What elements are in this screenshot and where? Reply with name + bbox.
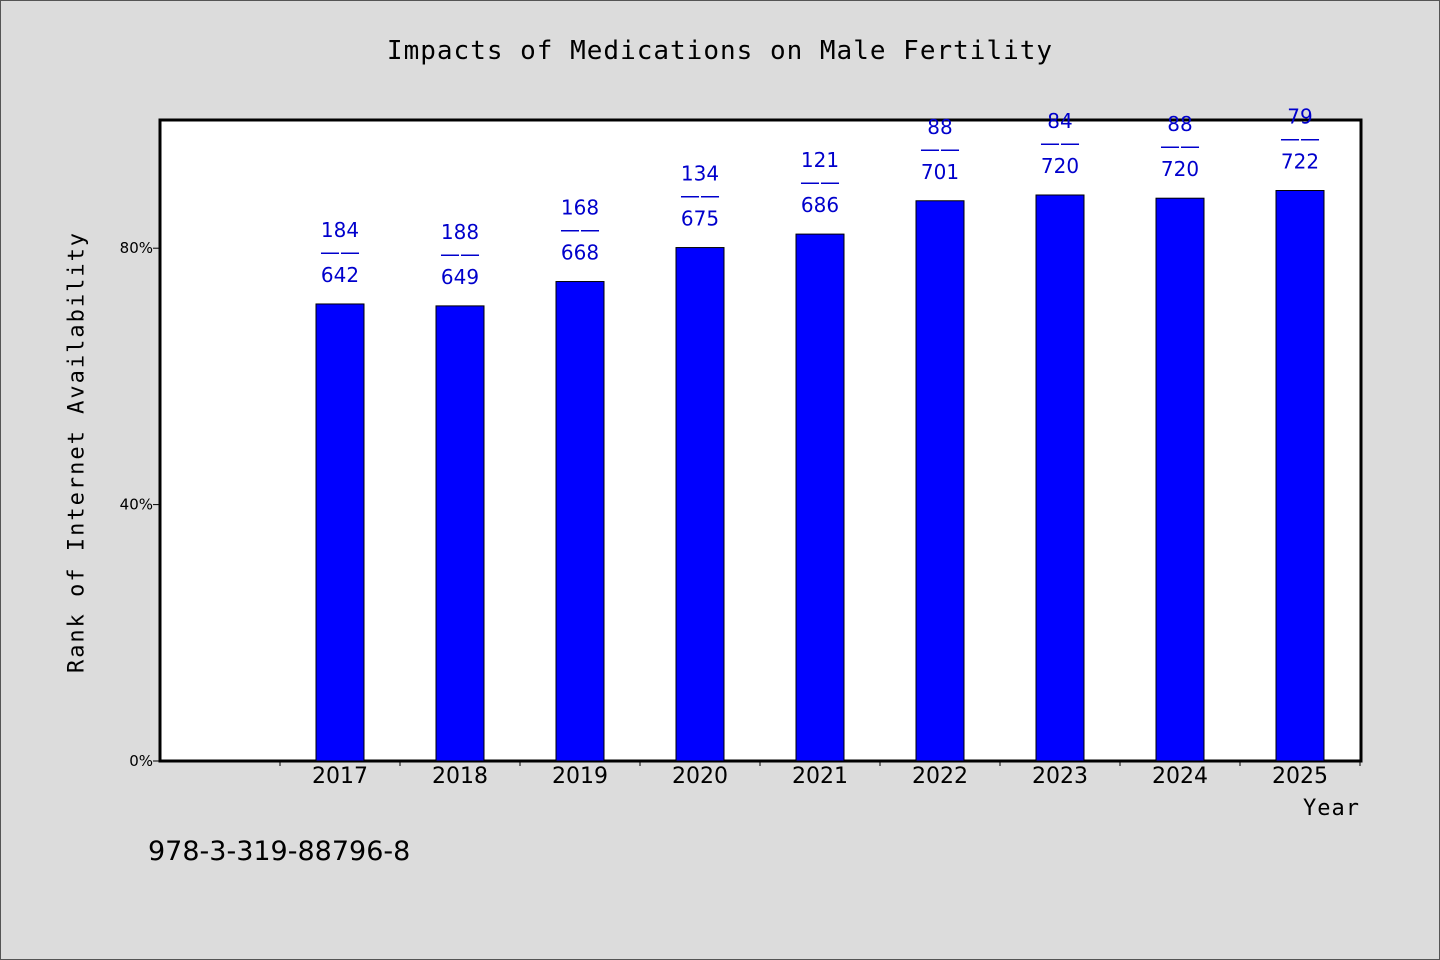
data-label-numerator-2017: 184 <box>321 218 359 242</box>
axis-ticks: 0% 40% 80% 2017 2018 2019 2020 2021 2022 2023 2024… <box>120 239 1361 789</box>
data-label-denominator-2018: 649 <box>441 265 479 289</box>
data-label-numerator-2021: 121 <box>801 148 839 172</box>
data-labels: 184——642188——649168——668134——675121——686… <box>320 105 1320 289</box>
data-label-separator-2025: —— <box>1280 127 1320 151</box>
x-tick-label-2023: 2023 <box>1032 764 1088 789</box>
bar-2025 <box>1275 190 1325 762</box>
x-axis-label: Year <box>1303 796 1360 821</box>
bar-2024 <box>1155 197 1205 762</box>
x-tick-label-2018: 2018 <box>432 764 488 789</box>
y-tick-label-2: 80% <box>120 239 153 257</box>
data-label-denominator-2017: 642 <box>321 263 359 287</box>
data-label-numerator-2019: 168 <box>561 196 599 220</box>
data-label-denominator-2019: 668 <box>561 241 599 265</box>
data-label-separator-2024: —— <box>1160 134 1200 158</box>
data-label-separator-2017: —— <box>320 240 360 264</box>
data-label-denominator-2020: 675 <box>681 207 719 231</box>
data-label-numerator-2020: 134 <box>681 162 719 186</box>
bars <box>315 190 1325 762</box>
bar-2020 <box>675 247 725 762</box>
data-label-denominator-2021: 686 <box>801 193 839 217</box>
x-tick-label-2019: 2019 <box>552 764 608 789</box>
x-tick-label-2024: 2024 <box>1152 764 1208 789</box>
data-label-denominator-2022: 701 <box>921 160 959 184</box>
bar-2023 <box>1035 194 1085 762</box>
data-label-denominator-2025: 722 <box>1281 150 1319 174</box>
data-label-numerator-2025: 79 <box>1287 105 1312 129</box>
chart-title: Impacts of Medications on Male Fertility <box>386 36 1054 66</box>
bar-2022 <box>915 200 965 762</box>
bar-2018 <box>435 305 485 762</box>
data-label-separator-2020: —— <box>680 184 720 208</box>
data-label-numerator-2022: 88 <box>927 115 952 139</box>
x-tick-label-2020: 2020 <box>672 764 728 789</box>
y-tick-label-1: 40% <box>120 496 153 514</box>
data-label-denominator-2023: 720 <box>1041 154 1079 178</box>
bar-2021 <box>795 233 845 762</box>
x-tick-label-2025: 2025 <box>1272 764 1328 789</box>
data-label-numerator-2024: 88 <box>1167 112 1192 136</box>
x-tick-label-2022: 2022 <box>912 764 968 789</box>
data-label-separator-2023: —— <box>1040 131 1080 155</box>
data-label-separator-2021: —— <box>800 170 840 194</box>
data-label-separator-2018: —— <box>440 242 480 266</box>
data-label-denominator-2024: 720 <box>1161 157 1199 181</box>
data-label-numerator-2023: 84 <box>1047 109 1072 133</box>
bar-2017 <box>315 303 365 762</box>
data-label-numerator-2018: 188 <box>441 220 479 244</box>
x-tick-label-2021: 2021 <box>792 764 848 789</box>
data-label-separator-2019: —— <box>560 218 600 242</box>
y-tick-label-0: 0% <box>129 752 153 770</box>
bar-2019 <box>555 281 605 762</box>
x-tick-label-2017: 2017 <box>312 764 368 789</box>
data-label-separator-2022: —— <box>920 137 960 161</box>
isbn-text: 978-3-319-88796-8 <box>148 836 411 867</box>
